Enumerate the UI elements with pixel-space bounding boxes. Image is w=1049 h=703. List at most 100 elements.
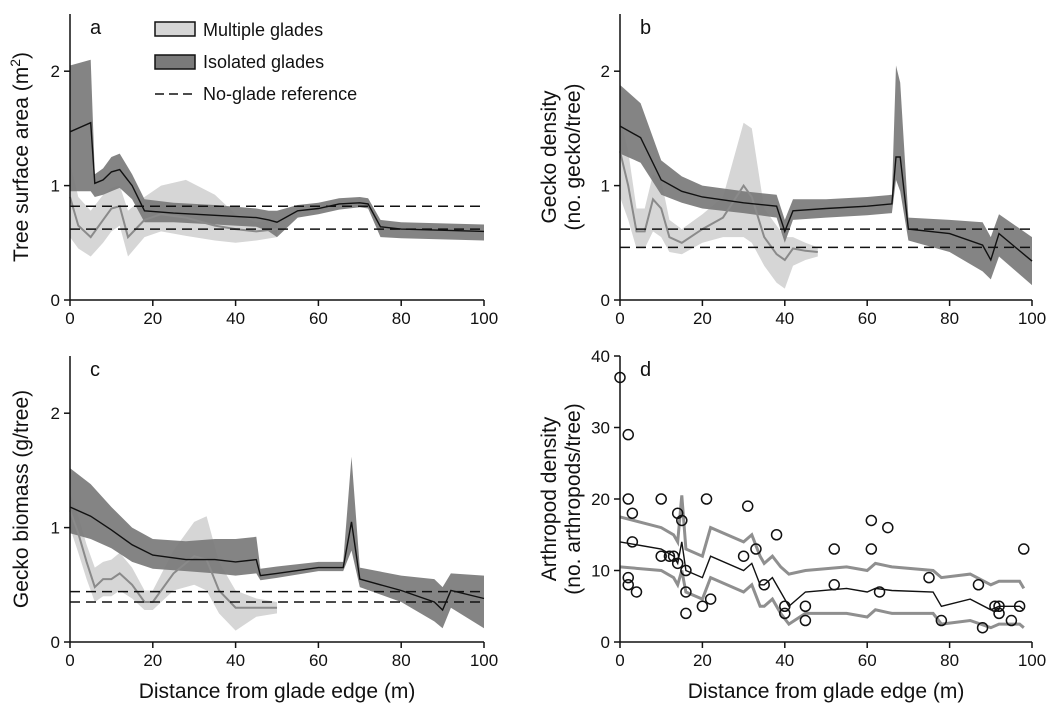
y-axis-title: Tree surface area (m2) <box>7 52 33 262</box>
y-tick-label: 20 <box>591 490 610 509</box>
y-tick-label: 1 <box>601 177 610 196</box>
y-tick-label: 2 <box>601 62 610 81</box>
x-tick-label: 100 <box>470 309 498 328</box>
data-point <box>704 593 717 605</box>
isolated-glades-line <box>619 125 1033 262</box>
x-tick-label: 0 <box>615 651 624 670</box>
y-tick-label: 40 <box>591 347 610 366</box>
x-tick-label: 60 <box>858 651 877 670</box>
y-tick-label: 1 <box>51 177 60 196</box>
data-point <box>873 586 886 598</box>
lower-bound-line <box>619 565 1025 630</box>
data-point <box>680 607 692 620</box>
data-point <box>828 543 840 555</box>
data-point <box>1013 600 1026 612</box>
x-tick-label: 80 <box>392 651 411 670</box>
x-tick-label: 60 <box>858 309 877 328</box>
panel-d: 0 10 20 30 40 0 20 40 60 80 100 d Arthropod density(… <box>538 347 1046 703</box>
panel-letter: c <box>90 359 100 381</box>
data-point <box>1018 543 1030 555</box>
data-point <box>935 614 948 627</box>
isolated-glades-line <box>69 506 485 612</box>
data-point <box>622 493 634 505</box>
y-tick-label: 10 <box>591 562 610 581</box>
panel-letter: b <box>640 17 651 39</box>
x-tick-label: 60 <box>309 309 328 328</box>
panel-letter: d <box>640 359 651 381</box>
x-tick-label: 40 <box>775 309 794 328</box>
x-tick-label: 20 <box>143 651 162 670</box>
legend-swatch-isolated <box>154 54 196 70</box>
data-point <box>799 600 812 612</box>
legend-label-isolated: Isolated glades <box>203 52 324 72</box>
data-point <box>671 557 684 570</box>
x-tick-label: 20 <box>693 309 712 328</box>
x-tick-label: 80 <box>940 309 959 328</box>
x-axis-title: Distance from glade edge (m) <box>139 680 416 703</box>
data-point <box>622 571 634 584</box>
data-point <box>865 543 878 555</box>
x-tick-label: 40 <box>226 309 245 328</box>
y-tick-label: 1 <box>51 519 60 538</box>
data-point <box>626 507 639 520</box>
x-tick-label: 0 <box>615 309 624 328</box>
x-tick-label: 100 <box>1018 651 1046 670</box>
data-point <box>663 550 676 562</box>
data-point <box>865 514 878 527</box>
y-tick-label: 2 <box>51 62 60 81</box>
x-tick-label: 40 <box>775 651 794 670</box>
x-tick-label: 20 <box>693 651 712 670</box>
x-tick-label: 100 <box>470 651 498 670</box>
x-tick-label: 100 <box>1018 309 1046 328</box>
data-point <box>741 500 754 512</box>
data-point <box>655 493 667 505</box>
isolated-glades-band <box>620 65 1032 286</box>
data-point <box>655 550 667 562</box>
data-point <box>622 579 634 591</box>
y-tick-label: 2 <box>51 404 60 423</box>
x-tick-label: 60 <box>309 651 328 670</box>
x-axis-title: Distance from glade edge (m) <box>688 680 965 703</box>
y-tick-label: 30 <box>591 419 610 438</box>
data-point <box>758 579 770 591</box>
data-point <box>750 543 762 555</box>
data-point <box>630 586 643 598</box>
data-point <box>799 614 812 627</box>
panel-letter: a <box>90 17 102 39</box>
legend-label-multiple: Multiple glades <box>203 20 323 40</box>
data-point <box>680 564 692 577</box>
data-point <box>680 586 692 598</box>
data-point <box>923 571 935 584</box>
data-point <box>696 600 709 612</box>
y-axis-title: Gecko density <box>538 90 561 224</box>
x-tick-label: 0 <box>65 651 74 670</box>
data-point <box>626 536 639 548</box>
data-point <box>1005 614 1018 627</box>
data-point <box>700 493 713 505</box>
data-point <box>828 579 840 591</box>
legend: Multiple glades Isolated glades No-glade… <box>154 20 357 104</box>
mean-line <box>619 541 1025 611</box>
legend-swatch-multiple <box>154 21 196 37</box>
x-tick-label: 80 <box>392 309 411 328</box>
y-tick-label: 0 <box>601 633 610 652</box>
y-axis-title-line2: (no. arthropods/tree) <box>562 403 585 594</box>
y-tick-label: 0 <box>51 633 60 652</box>
y-tick-label: 0 <box>601 291 610 310</box>
data-point <box>779 600 791 612</box>
data-point <box>993 607 1005 620</box>
data-point <box>976 621 989 634</box>
data-point <box>882 521 894 534</box>
x-tick-label: 80 <box>940 651 959 670</box>
multiple-glades-line <box>619 151 818 262</box>
data-point <box>993 600 1005 612</box>
data-point <box>622 428 634 441</box>
y-axis-title: Gecko biomass (g/tree) <box>10 390 33 608</box>
data-point <box>770 529 783 541</box>
data-point <box>676 514 688 527</box>
data-point <box>737 550 750 562</box>
